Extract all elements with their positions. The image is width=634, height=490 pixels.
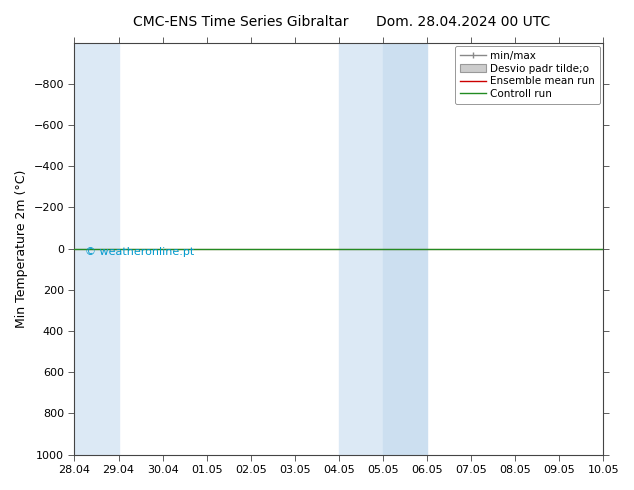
Text: CMC-ENS Time Series Gibraltar: CMC-ENS Time Series Gibraltar	[133, 15, 349, 29]
Text: Dom. 28.04.2024 00 UTC: Dom. 28.04.2024 00 UTC	[376, 15, 550, 29]
Bar	[383, 43, 427, 455]
Y-axis label: Min Temperature 2m (°C): Min Temperature 2m (°C)	[15, 170, 28, 328]
Text: © weatheronline.pt: © weatheronline.pt	[85, 246, 194, 257]
Legend: min/max, Desvio padr tilde;o, Ensemble mean run, Controll run: min/max, Desvio padr tilde;o, Ensemble m…	[455, 46, 600, 104]
Bar	[74, 43, 119, 455]
Bar	[339, 43, 383, 455]
